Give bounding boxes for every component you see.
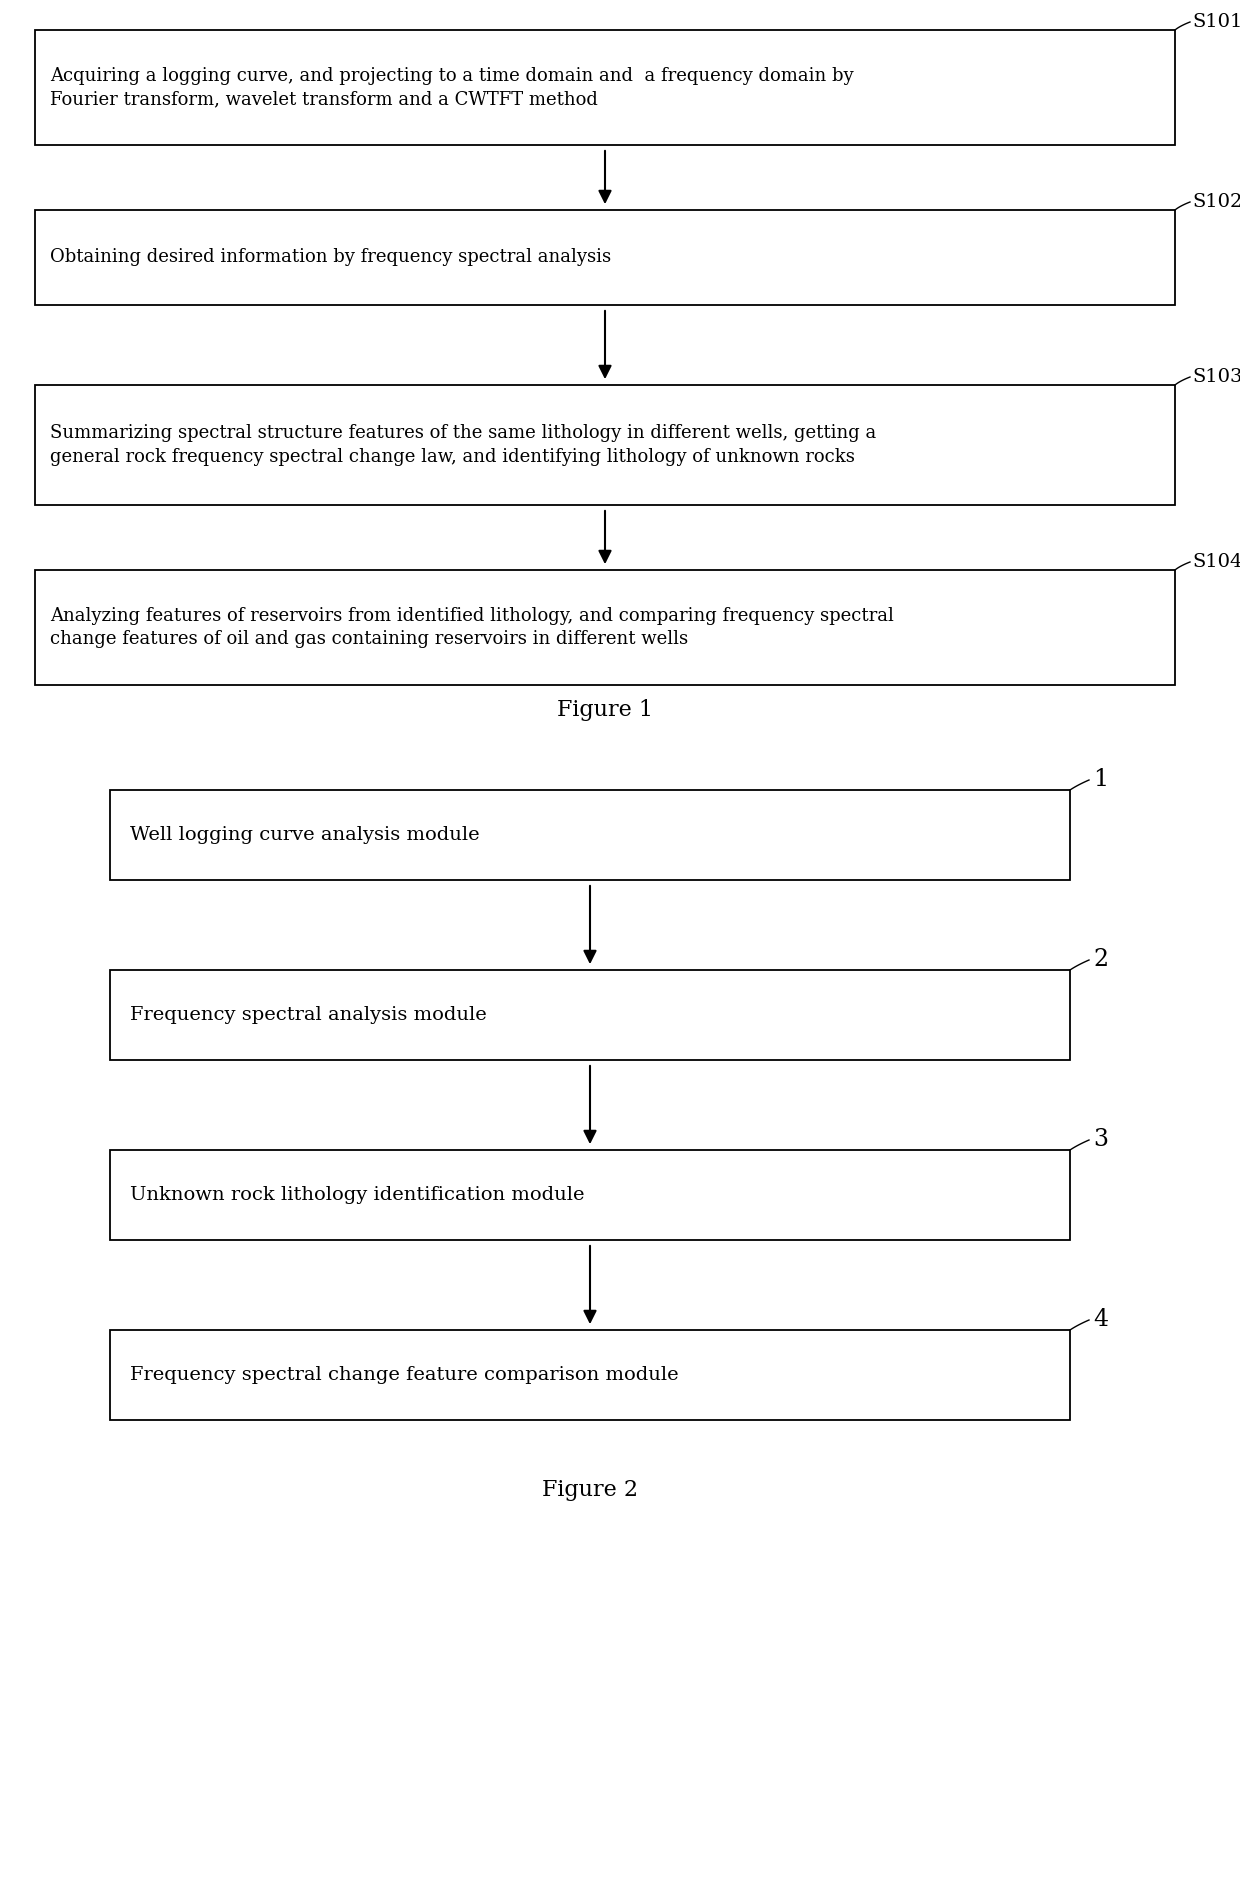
Text: Analyzing features of reservoirs from identified lithology, and comparing freque: Analyzing features of reservoirs from id… — [50, 606, 894, 648]
Text: Frequency spectral analysis module: Frequency spectral analysis module — [130, 1006, 487, 1023]
Text: S104: S104 — [1192, 553, 1240, 570]
Text: 1: 1 — [1092, 768, 1109, 791]
Text: Obtaining desired information by frequency spectral analysis: Obtaining desired information by frequen… — [50, 249, 611, 266]
Text: Unknown rock lithology identification module: Unknown rock lithology identification mo… — [130, 1186, 584, 1205]
Text: 2: 2 — [1092, 948, 1109, 972]
Bar — [110, 789, 1070, 880]
Bar — [110, 970, 1070, 1059]
Text: 4: 4 — [1092, 1308, 1109, 1331]
Bar — [35, 30, 1176, 145]
Bar — [35, 210, 1176, 306]
Text: S102: S102 — [1192, 193, 1240, 211]
Bar — [35, 385, 1176, 504]
Bar — [110, 1329, 1070, 1420]
Bar — [35, 570, 1176, 685]
Text: Figure 1: Figure 1 — [557, 699, 653, 721]
Text: Figure 2: Figure 2 — [542, 1478, 639, 1501]
Text: S101: S101 — [1192, 13, 1240, 30]
Text: Summarizing spectral structure features of the same lithology in different wells: Summarizing spectral structure features … — [50, 425, 877, 466]
Bar — [110, 1150, 1070, 1240]
Text: Frequency spectral change feature comparison module: Frequency spectral change feature compar… — [130, 1367, 678, 1384]
Text: Acquiring a logging curve, and projecting to a time domain and  a frequency doma: Acquiring a logging curve, and projectin… — [50, 66, 853, 108]
Text: 3: 3 — [1092, 1129, 1109, 1152]
Text: S103: S103 — [1192, 368, 1240, 385]
Text: Well logging curve analysis module: Well logging curve analysis module — [130, 827, 480, 844]
